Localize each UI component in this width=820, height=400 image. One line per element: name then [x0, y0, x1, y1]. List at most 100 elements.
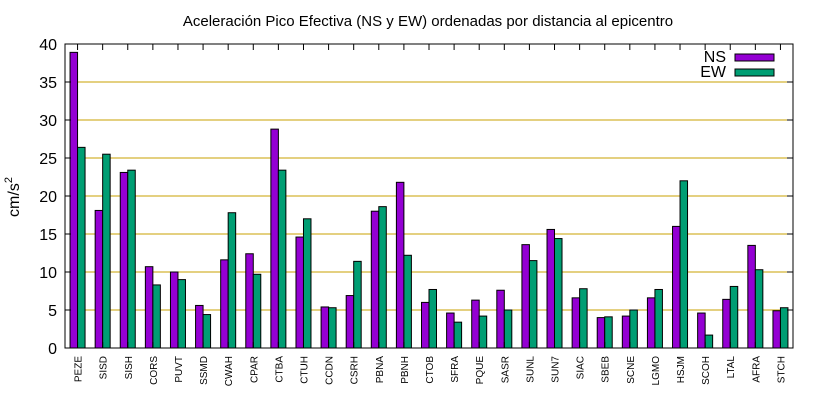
bar-ew-sunl [528, 260, 538, 349]
bar-ns-cpar [245, 253, 254, 349]
bar-ew-sasr [503, 309, 513, 349]
bar-ns-ctba [270, 128, 279, 349]
bar-ns-ctob [421, 301, 430, 349]
bars [69, 51, 789, 349]
x-tick-label: CTUH [299, 356, 310, 384]
bar-ns-ccdn [320, 306, 330, 349]
grid-lines [65, 81, 793, 311]
bar-ns-csrh [345, 295, 355, 349]
y-tick-label: 5 [48, 303, 57, 320]
x-tick-label: HSJM [676, 356, 687, 383]
bar-ns-afra [747, 244, 756, 349]
x-tick-label: SUNL [525, 356, 536, 383]
x-tick-label: STCH [776, 356, 787, 383]
bar-ew-sfra [453, 321, 463, 349]
bar-ew-scne [629, 309, 638, 349]
bar-ns-hsjm [672, 225, 681, 349]
x-tick-label: LGMO [651, 356, 662, 386]
x-tick-label: CPAR [249, 356, 260, 383]
x-tick-label: CORS [149, 356, 160, 385]
x-tick-label: SCNE [626, 356, 637, 384]
bar-ns-ltal [722, 298, 731, 349]
x-tick-label: SUN7 [551, 356, 562, 383]
bar-ew-ssmd [202, 314, 212, 349]
bar-ns-sfra [446, 312, 455, 349]
bar-ns-ctuh [295, 236, 304, 349]
bar-ns-sunl [521, 244, 530, 349]
x-tick-labels: PEZE SISD SISH CORS PUVT SSMD CWAH CPAR CTBA CTUH… [74, 356, 788, 387]
x-tick-label: LTAL [726, 356, 737, 379]
x-tick-label: CSRH [350, 356, 361, 384]
bar-ns-sish [119, 171, 129, 349]
bar-ew-hsjm [679, 180, 689, 349]
bar-ew-scoh [704, 334, 714, 349]
bar-ns-sisd [94, 209, 104, 349]
bar-ew-puvt [177, 279, 186, 349]
legend-label-ew: EW [700, 64, 727, 81]
x-tick-label: PBNA [375, 356, 386, 384]
bar-ew-csrh [353, 260, 362, 349]
bar-ew-sisd [102, 153, 111, 349]
bar-ew-ctba [277, 169, 287, 349]
bar-ns-cwah [220, 259, 229, 349]
x-tick-label: CCDN [325, 356, 336, 385]
x-tick-label: PUVT [174, 356, 185, 383]
bar-ew-sbeb [604, 316, 613, 349]
y-tick-label: 15 [39, 227, 57, 244]
x-tick-label: SIAC [576, 356, 587, 379]
x-tick-label: SISH [124, 356, 135, 379]
bar-ns-scoh [697, 312, 706, 349]
bar-ns-sasr [496, 289, 505, 349]
x-tick-label: CTOB [425, 356, 436, 384]
x-tick-label: CWAH [224, 356, 235, 386]
y-axis-label: cm/s2 [3, 177, 23, 217]
bar-ew-ctob [428, 288, 437, 349]
bar-ew-lgmo [654, 288, 663, 349]
x-tick-label: SFRA [450, 356, 461, 383]
x-tick-label: PBNH [400, 356, 411, 384]
x-tick-label: AFRA [751, 356, 762, 383]
bar-ns-puvt [169, 271, 179, 349]
bar-ew-siac [579, 288, 588, 349]
bar-ns-pbnh [395, 181, 405, 349]
bar-ns-siac [571, 297, 581, 349]
axes [64, 43, 794, 349]
legend-label-ns: NS [704, 49, 726, 66]
x-tick-label: PEZE [74, 356, 85, 382]
chart-title: Aceleración Pico Efectiva (NS y EW) orde… [183, 13, 673, 30]
y-tick-label: 20 [39, 189, 57, 206]
bar-ns-scne [621, 315, 631, 349]
y-tick-label: 40 [39, 37, 57, 54]
bar-ew-afra [754, 269, 764, 349]
bar-ew-stch [779, 307, 789, 349]
bar-ew-pbnh [403, 254, 412, 349]
x-tick-label: SASR [500, 356, 511, 383]
y-tick-label: 10 [39, 265, 57, 282]
bar-ew-pque [478, 315, 488, 349]
bar-ns-sun7 [546, 228, 556, 349]
x-tick-label: SSMD [199, 356, 210, 385]
bar-ew-sish [127, 169, 136, 349]
bar-ns-cors [144, 266, 154, 349]
bar-ns-peze [69, 51, 79, 349]
bar-ns-ssmd [195, 304, 204, 349]
x-tick-label: SISD [99, 356, 110, 379]
y-tick-label: 30 [39, 113, 57, 130]
x-tick-label: PQUE [475, 356, 486, 385]
y-axis-label-text: cm/s [6, 183, 23, 217]
y-axis-label-superscript: 2 [3, 177, 15, 183]
bar-ns-pbna [370, 210, 380, 349]
y-tick-labels: 0 5 10 15 20 25 30 35 40 [39, 37, 57, 358]
y-tick-label: 0 [48, 341, 57, 358]
bar-ew-cors [152, 284, 161, 349]
x-tick-label: SCOH [701, 356, 712, 385]
bar-ns-stch [772, 310, 781, 349]
bar-ew-ctuh [302, 218, 312, 349]
bar-ew-sun7 [554, 238, 563, 349]
bar-ew-ccdn [328, 307, 337, 349]
bar-ew-ltal [729, 285, 739, 349]
bar-ew-pbna [378, 206, 387, 349]
